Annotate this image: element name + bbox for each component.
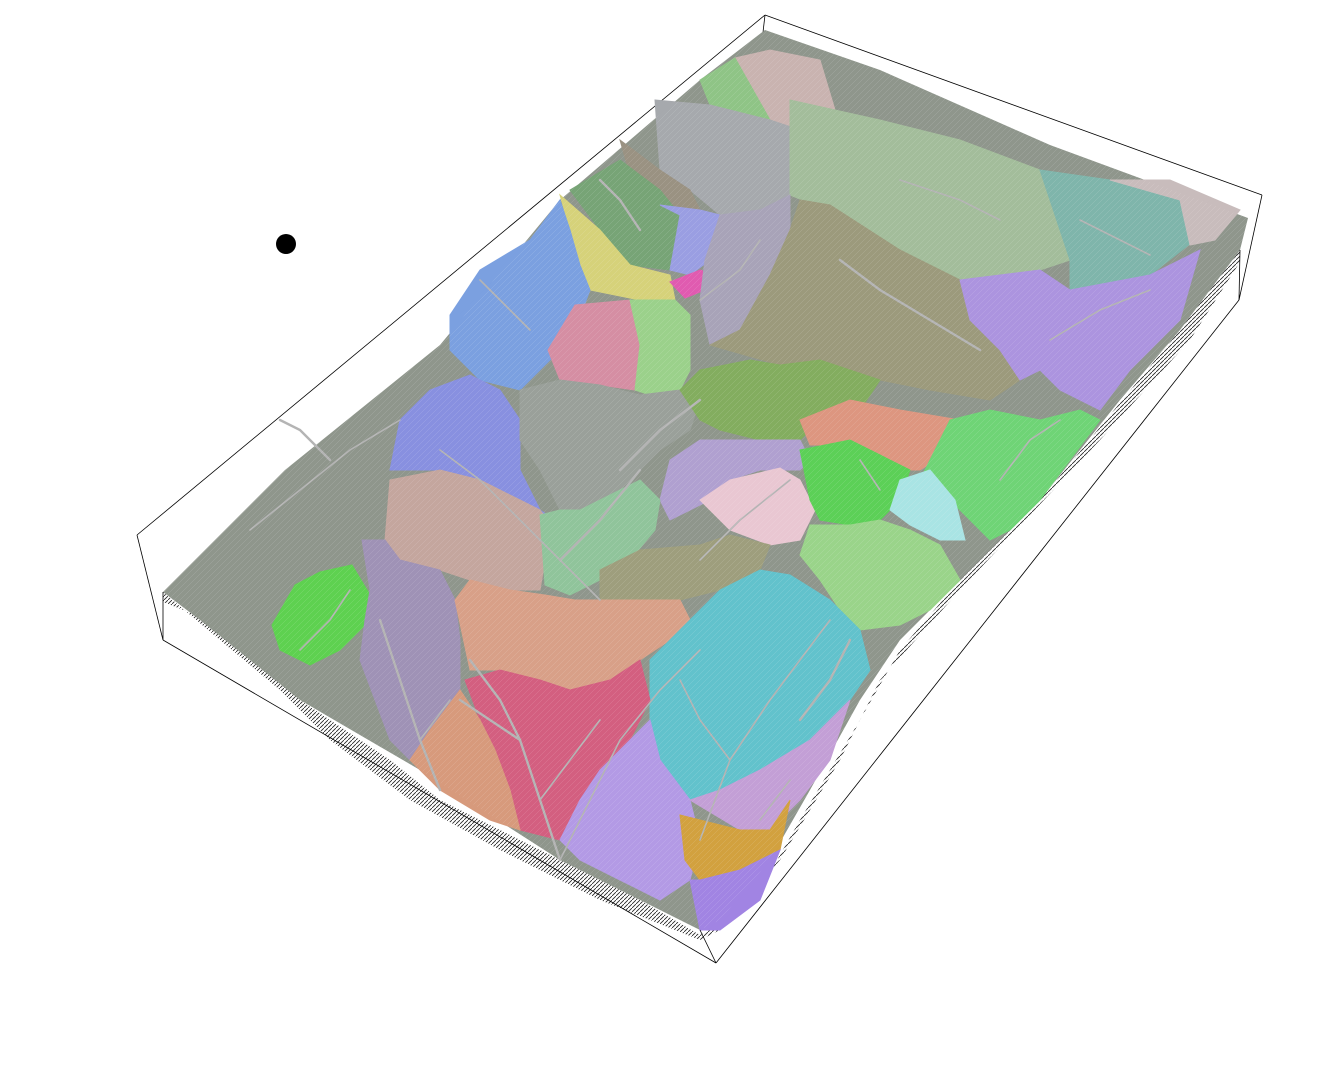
terrain-mesh-overlay	[163, 30, 1248, 930]
location-marker[interactable]	[276, 234, 296, 254]
bounding-box-front	[136, 194, 1263, 964]
